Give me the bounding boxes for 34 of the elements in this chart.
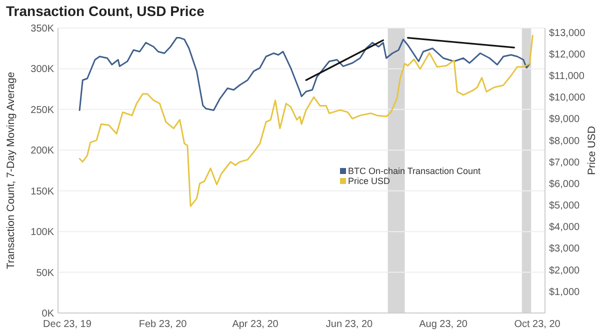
y2-tick-label: $4,000 [549,222,580,234]
line-series [78,34,534,207]
y2-tick-label: $3,000 [549,244,580,255]
line-series [78,37,530,111]
y-tick-label: 250K [30,104,54,116]
y2-axis-title: Price USD [586,126,598,176]
y2-tick-label: $1,000 [549,286,580,298]
y2-tick-label: $7,000 [549,157,580,168]
x-tick-label: Dec 23, 19 [43,319,92,330]
y-tick-label: 50K [36,268,54,279]
y2-tick-label: $6,000 [549,178,580,190]
y-tick-label: 0K [42,308,54,320]
legend-label: Price USD [348,176,391,186]
y-tick-label: 300K [30,64,54,76]
y2-tick-label: $9,000 [549,114,580,126]
y-tick-label: 350K [30,24,54,34]
y2-tick-label: $11,000 [549,71,585,82]
x-tick-label: Oct 23, 20 [514,319,561,330]
chart-title: Transaction Count, USD Price [6,3,205,19]
y2-tick-label: $2,000 [549,265,580,276]
y-tick-label: 150K [30,186,54,198]
y-tick-label: 100K [30,227,54,238]
x-tick-label: Aug 23, 20 [419,319,468,330]
legend-label: BTC On-chain Transaction Count [348,166,482,176]
y2-tick-label: $8,000 [549,136,580,147]
x-tick-label: Jun 23, 20 [326,319,374,330]
x-tick-label: Feb 23, 20 [138,319,188,330]
y-tick-label: 200K [30,146,54,157]
y2-tick-label: $5,000 [549,200,580,212]
y2-tick-label: $13,000 [549,28,586,39]
y-axis-title: Transaction Count, 7-Day Moving Average [5,72,17,270]
y2-tick-label: $10,000 [549,92,586,104]
x-tick-label: Apr 23, 20 [232,319,279,330]
y2-tick-label: $12,000 [549,49,586,60]
